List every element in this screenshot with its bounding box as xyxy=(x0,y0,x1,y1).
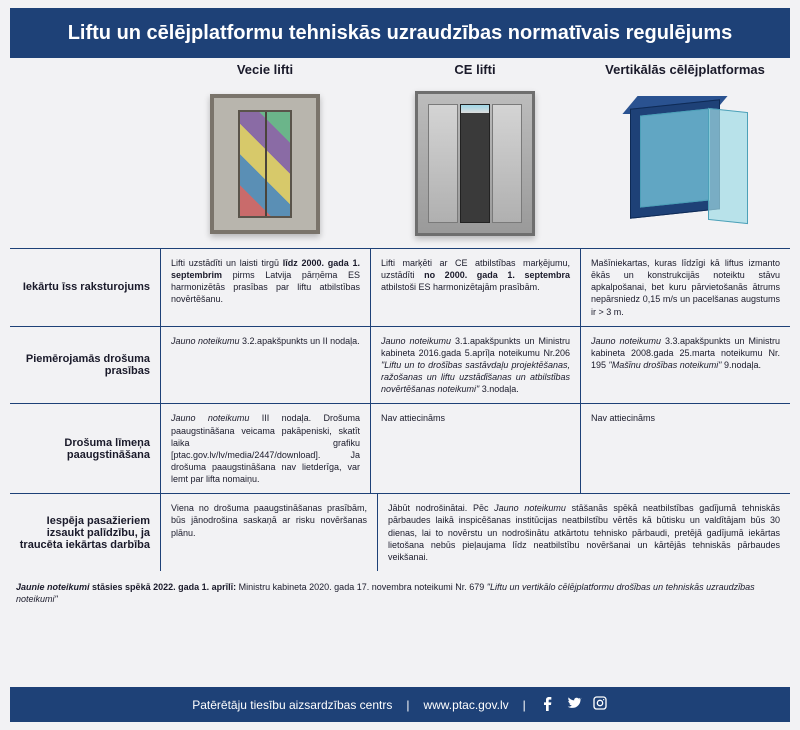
footnote: Jaunie noteikumi stāsies spēkā 2022. gad… xyxy=(10,571,790,615)
old-lift-illustration xyxy=(210,83,320,244)
row-label-increase: Drošuma līmeņa paaugstināšana xyxy=(10,404,160,493)
instagram-icon[interactable] xyxy=(592,695,608,714)
footer-url[interactable]: www.ptac.gov.lv xyxy=(423,698,508,712)
facebook-icon[interactable] xyxy=(540,695,556,714)
comparison-table: Vecie lifti CE lifti Vertikālās cēlējpla… xyxy=(10,58,790,687)
row-label-description: Iekārtu īss raksturojums xyxy=(10,249,160,326)
header-spacer xyxy=(10,58,160,248)
footer-sep2: | xyxy=(523,698,526,712)
cell-r2-c1: Jauno noteikumu 3.2.apakšpunkts un II no… xyxy=(160,327,370,404)
footer: Patērētāju tiesību aizsardzības centrs |… xyxy=(10,687,790,722)
cell-r3-c1: Jauno noteikumu III nodaļa. Drošuma paau… xyxy=(160,404,370,493)
footer-sep: | xyxy=(406,698,409,712)
column-title-old: Vecie lifti xyxy=(237,62,293,77)
footer-org: Patērētāju tiesību aizsardzības centrs xyxy=(192,698,392,712)
cell-r1-c2: Lifti marķēti ar CE atbilstības marķējum… xyxy=(370,249,580,326)
twitter-icon[interactable] xyxy=(566,695,582,714)
cell-r2-c3: Jauno noteikumu 3.3.apakšpunkts un Minis… xyxy=(580,327,790,404)
cell-r4-c23: Jābūt nodrošinātai. Pēc Jauno noteikumu … xyxy=(377,494,790,571)
column-title-platform: Vertikālās cēlējplatformas xyxy=(605,62,765,77)
cell-r4-c1: Viena no drošuma paaugstināšanas prasībā… xyxy=(160,494,377,571)
cell-r3-c2: Nav attiecināms xyxy=(370,404,580,493)
cell-r1-c1: Lifti uzstādīti un laisti tirgū līdz 200… xyxy=(160,249,370,326)
ce-lift-illustration xyxy=(415,83,535,244)
page-title: Liftu un cēlējplatformu tehniskās uzraud… xyxy=(10,8,790,58)
row-label-help: Iespēja pasažieriem izsaukt palīdzību, j… xyxy=(10,494,160,571)
cell-r3-c3: Nav attiecināms xyxy=(580,404,790,493)
cell-r1-c3: Mašīniekartas, kuras līdzīgi kā liftus i… xyxy=(580,249,790,326)
platform-illustration xyxy=(620,83,750,244)
column-title-ce: CE lifti xyxy=(454,62,495,77)
cell-r2-c2: Jauno noteikumu 3.1.apakšpunkts un Minis… xyxy=(370,327,580,404)
row-label-safety: Piemērojamās drošuma prasības xyxy=(10,327,160,404)
